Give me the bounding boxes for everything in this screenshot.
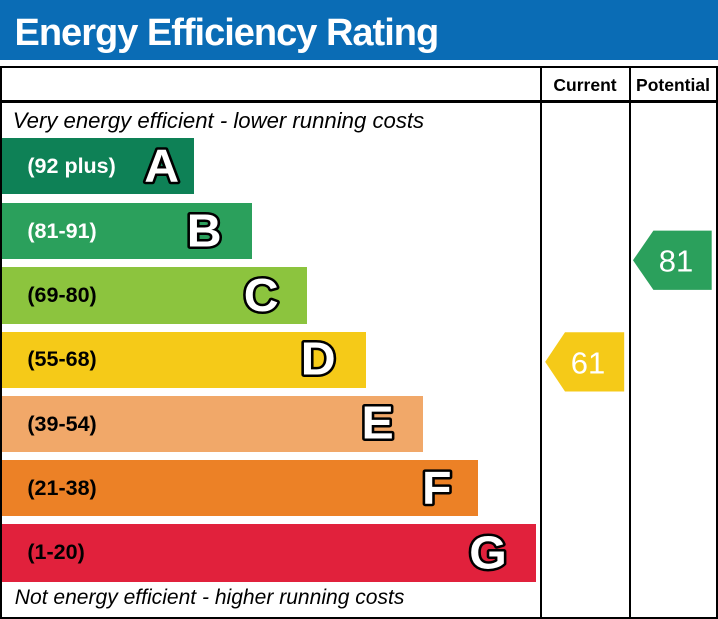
svg-text:G: G bbox=[469, 526, 507, 578]
svg-text:D: D bbox=[301, 333, 336, 385]
svg-text:E: E bbox=[361, 397, 393, 449]
svg-text:81: 81 bbox=[659, 243, 693, 278]
svg-text:C: C bbox=[244, 269, 279, 321]
svg-text:61: 61 bbox=[571, 345, 605, 380]
svg-text:F: F bbox=[422, 462, 452, 514]
svg-text:B: B bbox=[187, 204, 222, 256]
svg-text:A: A bbox=[144, 139, 179, 191]
